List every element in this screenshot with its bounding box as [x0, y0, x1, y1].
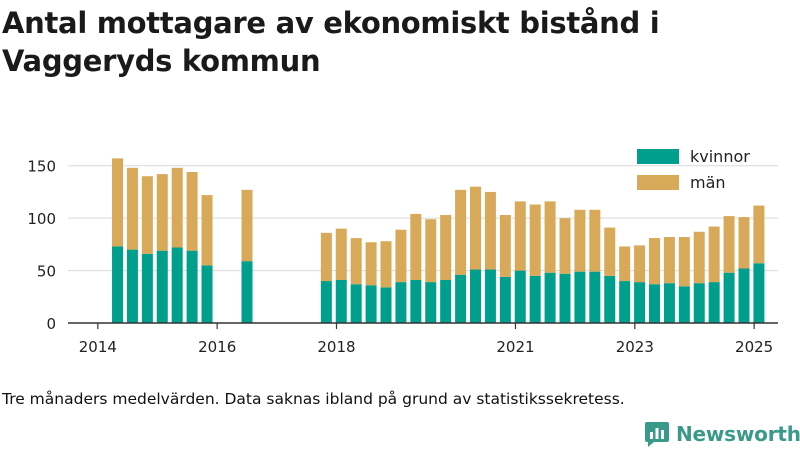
bar-kvinnor	[440, 280, 452, 323]
bar-kvinnor	[604, 275, 616, 323]
x-tick-label: 2021	[496, 338, 534, 356]
bar-kvinnor	[365, 285, 377, 323]
bar-man	[484, 191, 496, 270]
bar-man	[648, 238, 660, 285]
bar-kvinnor	[484, 269, 496, 323]
bar-man	[559, 218, 571, 274]
bar-kvinnor	[335, 280, 347, 323]
bar-man	[619, 246, 631, 282]
bar-kvinnor	[410, 280, 422, 323]
bar-man	[112, 158, 124, 247]
bar-kvinnor	[425, 282, 437, 323]
bar-man	[604, 227, 616, 276]
legend-swatch-man	[637, 175, 679, 190]
bar-kvinnor	[648, 284, 660, 323]
bar-man	[753, 205, 765, 264]
bar-man	[141, 176, 153, 254]
bar-kvinnor	[678, 286, 690, 323]
bar-kvinnor	[723, 272, 735, 323]
x-tick-label: 2016	[198, 338, 236, 356]
bar-man	[395, 229, 407, 283]
bar-kvinnor	[350, 284, 362, 323]
bar-man	[201, 195, 213, 266]
chart-title: Antal mottagare av ekonomiskt bistånd i …	[2, 6, 660, 78]
bar-man	[693, 231, 705, 284]
newsworthy-logo-icon	[645, 422, 669, 447]
bar-kvinnor	[529, 275, 541, 323]
y-tick-label: 50	[37, 263, 56, 281]
bar-man	[171, 167, 183, 248]
x-tick-label: 2018	[317, 338, 355, 356]
bar-man	[738, 217, 750, 269]
bar-man	[320, 232, 332, 282]
bar-man	[350, 238, 362, 285]
bar-man	[499, 215, 511, 277]
bar-man	[126, 167, 138, 250]
legend-label: män	[690, 173, 726, 192]
legend-swatch-kvinnor	[637, 149, 679, 164]
bar-kvinnor	[663, 283, 675, 323]
brand-logo[interactable]: Newsworthy	[644, 420, 800, 448]
bar-kvinnor	[395, 282, 407, 323]
bar-man	[678, 237, 690, 287]
x-tick-label: 2023	[616, 338, 654, 356]
bar-chart: 0 50 100 150 2014 2016 2018 2021 2023 2025 kvinno…	[27, 147, 778, 356]
bar-man	[708, 226, 720, 283]
bar-kvinnor	[619, 281, 631, 323]
bar-kvinnor	[171, 247, 183, 323]
bar-kvinnor	[634, 282, 646, 323]
bar-kvinnor	[320, 281, 332, 323]
bar-man	[529, 204, 541, 276]
bar-kvinnor	[753, 263, 765, 323]
bar-kvinnor	[544, 272, 556, 323]
bar-kvinnor	[499, 276, 511, 323]
bar-man	[574, 209, 586, 272]
bar-man	[425, 219, 437, 283]
bar-kvinnor	[574, 271, 586, 323]
footnote: Tre månaders medelvärden. Data saknas ib…	[2, 390, 625, 408]
bar-man	[380, 241, 392, 288]
bar-man	[589, 209, 601, 272]
brand-name: Newsworthy	[676, 422, 800, 446]
bar-man	[410, 213, 422, 281]
y-tick-label: 150	[27, 158, 56, 176]
bar-kvinnor	[738, 268, 750, 323]
bar-kvinnor	[201, 265, 213, 323]
bar-man	[455, 189, 467, 275]
legend: kvinnor män	[637, 147, 750, 192]
bar-kvinnor	[186, 250, 198, 323]
bar-kvinnor	[559, 273, 571, 323]
bar-man	[663, 237, 675, 284]
bar-kvinnor	[708, 282, 720, 323]
bar-man	[186, 172, 198, 251]
bar-man	[470, 186, 482, 270]
bar-man	[440, 215, 452, 281]
bar-kvinnor	[589, 271, 601, 323]
bar-kvinnor	[693, 283, 705, 323]
y-tick-label: 0	[46, 315, 56, 333]
legend-label: kvinnor	[690, 147, 750, 166]
bar-man	[241, 189, 253, 262]
bar-kvinnor	[141, 253, 153, 323]
bar-kvinnor	[455, 274, 467, 323]
bar-kvinnor	[380, 287, 392, 323]
bar-man	[514, 201, 526, 271]
bar-kvinnor	[112, 246, 124, 323]
bar-man	[335, 228, 347, 281]
x-tick-label: 2014	[79, 338, 117, 356]
bar-kvinnor	[241, 261, 253, 323]
bar-kvinnor	[514, 270, 526, 323]
bar-man	[156, 174, 168, 251]
y-tick-label: 100	[27, 210, 56, 228]
bar-man	[544, 201, 556, 273]
bar-man	[634, 245, 646, 283]
bar-kvinnor	[126, 249, 138, 323]
bar-man	[723, 216, 735, 273]
bars	[112, 158, 765, 323]
x-tick-label: 2025	[735, 338, 773, 356]
axes: 0 50 100 150 2014 2016 2018 2021 2023 2025	[27, 158, 778, 356]
bar-kvinnor	[156, 250, 168, 323]
bar-man	[365, 242, 377, 286]
bar-kvinnor	[470, 269, 482, 323]
